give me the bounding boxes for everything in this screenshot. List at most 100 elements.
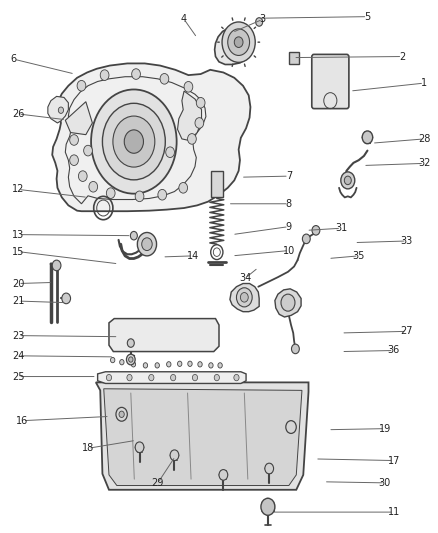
Text: 23: 23 [12, 330, 25, 341]
Circle shape [184, 82, 193, 92]
Text: 3: 3 [260, 14, 266, 25]
Circle shape [127, 374, 132, 381]
Circle shape [192, 374, 198, 381]
Circle shape [302, 234, 310, 244]
Circle shape [110, 358, 115, 363]
Circle shape [91, 90, 177, 193]
Text: 15: 15 [12, 247, 25, 256]
Text: 21: 21 [12, 296, 25, 306]
Text: 10: 10 [283, 246, 295, 255]
Circle shape [234, 37, 243, 47]
Text: 27: 27 [400, 326, 413, 336]
Circle shape [148, 150, 157, 160]
Circle shape [234, 374, 239, 381]
Circle shape [188, 361, 192, 367]
Circle shape [222, 22, 255, 62]
Text: 28: 28 [418, 134, 431, 144]
FancyBboxPatch shape [312, 54, 349, 109]
Text: 34: 34 [239, 273, 251, 283]
Text: 20: 20 [12, 279, 25, 288]
Text: 1: 1 [421, 78, 427, 88]
Circle shape [149, 374, 154, 381]
Text: 35: 35 [353, 251, 365, 261]
Circle shape [209, 363, 213, 368]
Circle shape [281, 294, 295, 311]
Polygon shape [52, 63, 251, 211]
Circle shape [138, 232, 156, 256]
Circle shape [84, 146, 92, 156]
Text: 26: 26 [12, 109, 25, 119]
Circle shape [286, 421, 296, 433]
Circle shape [219, 470, 228, 480]
Circle shape [362, 131, 373, 144]
Circle shape [113, 116, 155, 167]
Circle shape [116, 407, 127, 421]
Circle shape [77, 80, 86, 91]
Text: 4: 4 [181, 14, 187, 25]
Text: 19: 19 [379, 424, 391, 434]
Circle shape [120, 360, 124, 365]
Text: 25: 25 [12, 372, 25, 382]
Circle shape [187, 134, 196, 144]
Circle shape [143, 363, 148, 368]
Bar [289, 52, 299, 64]
Circle shape [62, 293, 71, 304]
Text: 12: 12 [12, 184, 25, 195]
Text: 5: 5 [364, 12, 371, 22]
Circle shape [291, 344, 299, 354]
Circle shape [344, 176, 351, 184]
Polygon shape [65, 102, 92, 135]
Polygon shape [96, 382, 308, 490]
Circle shape [78, 171, 87, 181]
Circle shape [256, 18, 263, 26]
Circle shape [70, 155, 78, 165]
Text: 32: 32 [418, 158, 431, 168]
Circle shape [135, 442, 144, 453]
Polygon shape [230, 284, 259, 312]
Circle shape [131, 362, 136, 367]
Text: 9: 9 [286, 222, 292, 232]
Circle shape [170, 450, 179, 461]
Circle shape [179, 182, 187, 193]
Text: 16: 16 [16, 416, 28, 426]
Circle shape [240, 293, 248, 302]
Circle shape [58, 107, 64, 114]
Circle shape [195, 118, 204, 128]
Circle shape [237, 288, 252, 307]
Circle shape [102, 103, 165, 180]
Text: 18: 18 [82, 443, 94, 453]
Text: 13: 13 [12, 230, 24, 240]
Circle shape [265, 463, 274, 474]
Circle shape [106, 374, 112, 381]
Bar [211, 171, 223, 197]
Circle shape [127, 339, 134, 348]
Circle shape [129, 357, 133, 362]
Circle shape [70, 135, 78, 146]
Polygon shape [275, 289, 301, 317]
Circle shape [132, 69, 141, 79]
Circle shape [52, 260, 61, 271]
Text: 31: 31 [335, 223, 347, 233]
Text: 33: 33 [401, 236, 413, 246]
Text: 29: 29 [152, 478, 164, 488]
Circle shape [158, 189, 166, 200]
Circle shape [166, 147, 174, 158]
Circle shape [261, 498, 275, 515]
Polygon shape [98, 372, 246, 383]
Circle shape [196, 98, 205, 108]
Circle shape [218, 363, 222, 368]
Circle shape [341, 172, 355, 189]
Circle shape [155, 363, 159, 368]
Polygon shape [104, 389, 302, 486]
Circle shape [160, 74, 169, 84]
Circle shape [106, 188, 115, 198]
Circle shape [142, 238, 152, 251]
Circle shape [127, 354, 135, 365]
Circle shape [124, 130, 144, 154]
Circle shape [119, 411, 124, 417]
Text: 17: 17 [388, 456, 400, 465]
Text: 7: 7 [286, 171, 292, 181]
Text: 24: 24 [12, 351, 25, 361]
Polygon shape [177, 91, 201, 141]
Circle shape [170, 374, 176, 381]
